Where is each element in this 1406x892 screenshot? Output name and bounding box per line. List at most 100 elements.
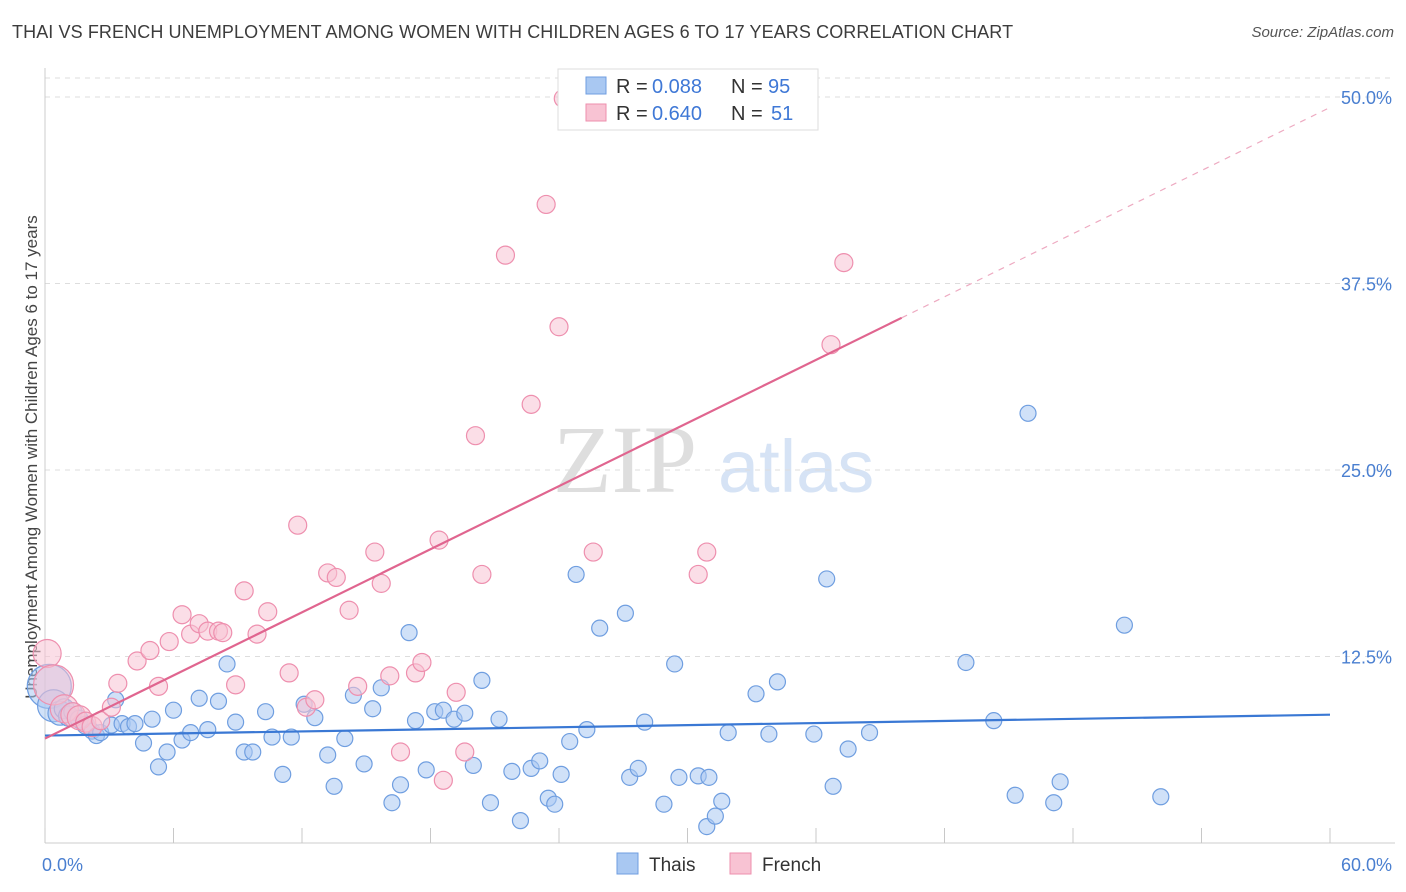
thais-point-71 (655, 795, 673, 813)
thais-point-56 (503, 762, 521, 780)
thais-point-40 (355, 755, 373, 773)
legend-n-label-thais: N = (731, 76, 763, 98)
french-point-11 (140, 640, 160, 661)
thais-point-63 (561, 732, 579, 751)
thais-point-44 (391, 776, 410, 794)
thais-point-93 (1051, 773, 1069, 791)
french-point-43 (472, 564, 492, 585)
thais-point-72 (666, 655, 684, 673)
chart-title: THAI VS FRENCH UNEMPLOYMENT AMONG WOMEN … (12, 22, 1014, 42)
thais-point-55 (490, 710, 508, 728)
thais-point-85 (824, 777, 842, 795)
y-tick-label-0: 12.5% (1341, 648, 1392, 668)
french-point-47 (549, 317, 569, 337)
french-point-46 (536, 194, 556, 215)
french-point-34 (380, 666, 400, 686)
french-point-45 (521, 394, 541, 414)
thais-point-65 (578, 721, 596, 739)
french-point-42 (465, 426, 486, 446)
legend-r-label-thais: R = (616, 76, 648, 98)
legend-n-value-thais: 95 (768, 76, 790, 98)
thais-point-30 (256, 703, 275, 721)
x-tick-label-max: 60.0% (1341, 855, 1392, 875)
legend-swatch-french (585, 103, 607, 122)
french-point-52 (834, 253, 854, 273)
bottom-legend-swatch-thais (616, 852, 639, 875)
thais-point-18 (149, 758, 168, 776)
y-axis-label: Unemployment Among Women with Children A… (22, 215, 41, 699)
thais-point-17 (143, 710, 161, 728)
thais-point-32 (274, 765, 292, 783)
french-point-39 (433, 770, 453, 790)
french-point-44 (495, 245, 516, 265)
french-point-13 (159, 631, 179, 652)
french-point-23 (258, 602, 278, 622)
thais-point-31 (263, 728, 281, 746)
french-point-14 (172, 605, 192, 625)
french-point-27 (305, 690, 325, 710)
thais-point-25 (209, 692, 228, 710)
french-point-25 (288, 515, 308, 535)
french-point-38 (429, 530, 449, 550)
thais-point-64 (567, 565, 585, 584)
thais-point-51 (456, 704, 474, 722)
legend: R = 0.088 N = 95 R = 0.640 N = 51 (557, 68, 819, 131)
thais-point-27 (227, 713, 245, 731)
french-point-30 (339, 600, 359, 620)
thais-point-70 (636, 713, 654, 731)
y-tick-label-2: 37.5% (1341, 275, 1392, 295)
thais-point-94 (1115, 616, 1134, 634)
thais-point-45 (400, 624, 418, 642)
thais-point-76 (700, 768, 718, 786)
trend-lines (44, 106, 1331, 740)
french-point-24 (279, 663, 299, 683)
french-point-19 (213, 623, 233, 643)
thais-point-78 (713, 792, 731, 810)
bottom-legend: Thais French (616, 852, 821, 876)
y-tick-label-3: 50.0% (1341, 88, 1392, 108)
thais-point-91 (1019, 404, 1037, 422)
legend-r-value-thais: 0.088 (652, 76, 702, 98)
thais-point-82 (768, 673, 787, 691)
thais-point-73 (670, 768, 688, 786)
bottom-legend-label-french: French (762, 855, 821, 876)
thais-point-67 (616, 604, 634, 622)
thais-point-62 (552, 765, 570, 783)
x-tick-label-min: 0.0% (42, 855, 83, 875)
thais-point-26 (218, 655, 236, 673)
watermark-zip: ZIP (553, 406, 697, 513)
x-tick-labels: 0.0% 60.0% (42, 855, 1392, 875)
bottom-legend-swatch-french (729, 852, 752, 875)
legend-r-value-french: 0.640 (652, 103, 702, 125)
watermark: ZIP atlas (553, 406, 874, 513)
thais-point-95 (1152, 788, 1170, 806)
french-point-0 (32, 638, 62, 669)
thais-point-80 (747, 685, 765, 703)
thais-point-33 (282, 728, 300, 746)
french-point-35 (390, 742, 411, 762)
french-point-48 (583, 542, 603, 562)
french-point-21 (234, 581, 254, 601)
thais-point-86 (839, 740, 857, 758)
source-credit: Source: ZipAtlas.com (1251, 24, 1394, 41)
french-point-29 (326, 567, 346, 588)
french-point-9 (108, 673, 128, 693)
thais-point-84 (818, 570, 836, 588)
thais-point-81 (760, 725, 778, 743)
trend-line-french-extension (901, 106, 1331, 319)
legend-n-value-french: 51 (771, 103, 793, 125)
thais-point-54 (481, 794, 500, 812)
french-point-40 (446, 682, 466, 702)
legend-r-label-french: R = (616, 103, 648, 125)
thais-point-79 (719, 723, 737, 742)
legend-n-label-french: N = (731, 103, 763, 125)
thais-point-66 (591, 619, 609, 637)
thais-point-92 (1045, 794, 1063, 812)
french-point-37 (412, 652, 432, 673)
french-point-31 (348, 676, 368, 696)
thais-point-43 (383, 794, 401, 812)
french-point-8 (101, 697, 121, 717)
french-point-51 (821, 335, 841, 355)
french-point-49 (688, 564, 708, 585)
